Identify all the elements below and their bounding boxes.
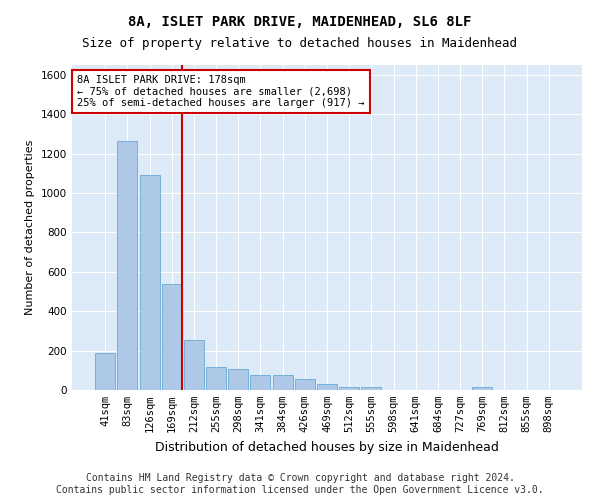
Bar	[184, 340, 204, 390]
Bar	[317, 384, 337, 390]
Bar	[206, 368, 226, 390]
Bar	[162, 284, 182, 390]
Bar	[339, 387, 359, 390]
Bar	[95, 352, 115, 390]
Text: 8A ISLET PARK DRIVE: 178sqm
← 75% of detached houses are smaller (2,698)
25% of : 8A ISLET PARK DRIVE: 178sqm ← 75% of det…	[77, 74, 365, 108]
Bar	[250, 375, 271, 390]
Bar	[118, 141, 137, 390]
Text: Size of property relative to detached houses in Maidenhead: Size of property relative to detached ho…	[83, 38, 517, 51]
X-axis label: Distribution of detached houses by size in Maidenhead: Distribution of detached houses by size …	[155, 440, 499, 454]
Text: 8A, ISLET PARK DRIVE, MAIDENHEAD, SL6 8LF: 8A, ISLET PARK DRIVE, MAIDENHEAD, SL6 8L…	[128, 15, 472, 29]
Bar	[228, 370, 248, 390]
Y-axis label: Number of detached properties: Number of detached properties	[25, 140, 35, 315]
Bar	[295, 379, 315, 390]
Bar	[361, 387, 382, 390]
Bar	[472, 387, 492, 390]
Bar	[140, 176, 160, 390]
Bar	[272, 375, 293, 390]
Text: Contains HM Land Registry data © Crown copyright and database right 2024.
Contai: Contains HM Land Registry data © Crown c…	[56, 474, 544, 495]
